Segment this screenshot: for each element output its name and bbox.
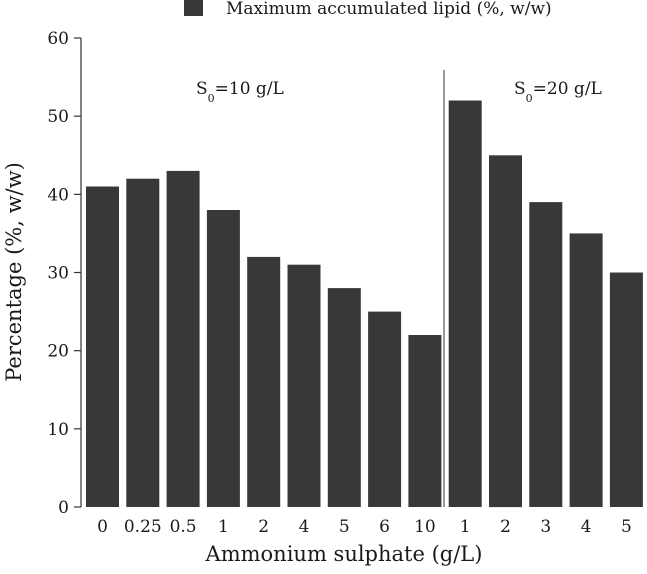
bar-11 [529,202,563,507]
group-label-s0-20: S0=20 g/L [514,79,602,105]
group-label-2-main: S [514,79,526,99]
bar-1 [126,178,160,507]
x-tick-label: 1 [460,517,471,537]
x-tick-label: 0 [97,517,108,537]
legend: Maximum accumulated lipid (%, w/w) [184,0,552,19]
bar-6 [327,288,361,507]
group-label-1-rest: =10 g/L [215,79,284,99]
bar-7 [368,311,402,507]
group-label-s0-10: S0=10 g/L [196,79,284,105]
x-tick-label: 10 [414,517,436,537]
x-axis-title: Ammonium sulphate (g/L) [205,542,483,566]
bars [86,100,643,508]
y-tick-label: 40 [47,185,69,205]
y-tick-label: 20 [47,342,69,362]
x-tick-label: 5 [339,517,350,537]
bar-12 [569,233,603,507]
bar-13 [609,272,643,507]
bar-3 [206,210,240,507]
bar-4 [247,256,281,507]
y-axis-title: Percentage (%, w/w) [2,162,26,382]
y-tick-label: 10 [47,420,69,440]
legend-label: Maximum accumulated lipid (%, w/w) [226,0,552,19]
x-axis-tick-labels: 0 0.25 0.5 1 2 4 5 6 10 1 2 3 4 5 [97,517,632,537]
bar-10 [489,155,522,508]
y-tick-label: 0 [58,498,69,518]
group-label-2-sub: 0 [526,92,533,105]
x-tick-label: 3 [540,517,551,537]
x-tick-label: 2 [258,517,269,537]
x-tick-label: 6 [379,517,390,537]
x-tick-label: 0.5 [170,517,197,537]
group-label-1-main: S [196,79,208,99]
y-tick-label: 30 [47,264,69,284]
y-axis-ticks: 0 10 20 30 40 50 60 [47,29,81,518]
x-tick-label: 4 [581,517,592,537]
x-tick-label: 5 [621,517,632,537]
x-tick-label: 0.25 [124,517,162,537]
bar-8 [408,335,442,507]
y-tick-label: 60 [47,29,69,49]
group-label-1-sub: 0 [208,92,215,105]
x-tick-label: 2 [500,517,511,537]
y-tick-label: 50 [47,107,69,127]
bar-9 [448,100,482,507]
group-label-2-rest: =20 g/L [533,79,602,99]
x-tick-label: 4 [299,517,310,537]
bar-5 [287,264,321,507]
bar-2 [166,170,200,507]
legend-swatch [184,0,203,16]
x-tick-label: 1 [218,517,229,537]
bar-0 [86,186,119,507]
